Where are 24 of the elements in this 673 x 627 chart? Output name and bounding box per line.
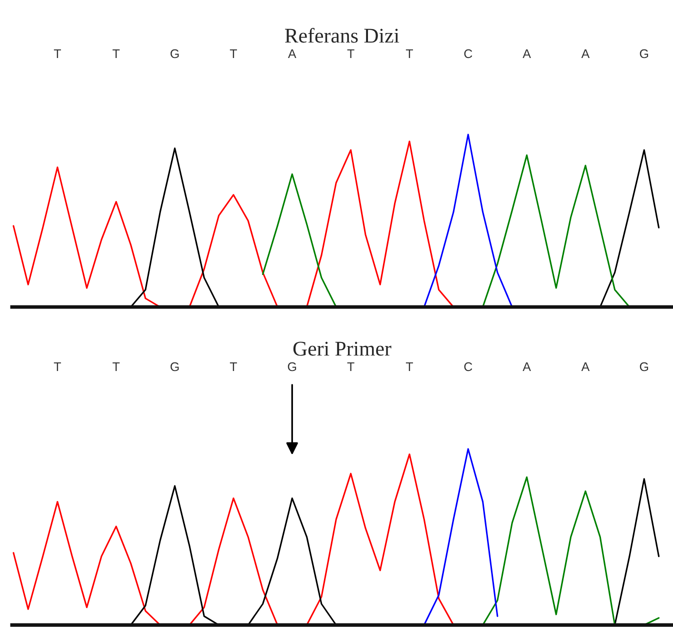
x-tick-label: G <box>288 362 296 372</box>
x-tick-label: G <box>640 49 648 58</box>
chart-title: Geri Primer <box>293 342 392 356</box>
x-tick-label: A <box>522 49 531 58</box>
x-tick-label: A <box>522 362 531 372</box>
x-tick-label: T <box>112 362 120 372</box>
x-tick-label: T <box>406 362 413 372</box>
x-tick-label: C <box>464 362 472 372</box>
x-tick-label: C <box>464 49 472 58</box>
x-tick-label: G <box>170 49 179 58</box>
x-tick-label: A <box>288 49 296 58</box>
x-tick-label: T <box>406 49 413 58</box>
x-tick-label: G <box>640 362 648 372</box>
x-tick-label: T <box>54 49 61 58</box>
x-tick-label: T <box>54 362 61 372</box>
x-tick-label: G <box>170 362 179 372</box>
chart-title: Referans Dizi <box>285 28 400 43</box>
x-tick-label: T <box>112 49 120 58</box>
x-tick-label: A <box>581 362 590 372</box>
x-tick-label: T <box>347 362 354 372</box>
x-tick-label: T <box>230 49 237 58</box>
x-tick-label: T <box>230 362 237 372</box>
x-tick-label: A <box>581 49 590 58</box>
x-tick-label: T <box>347 49 354 58</box>
